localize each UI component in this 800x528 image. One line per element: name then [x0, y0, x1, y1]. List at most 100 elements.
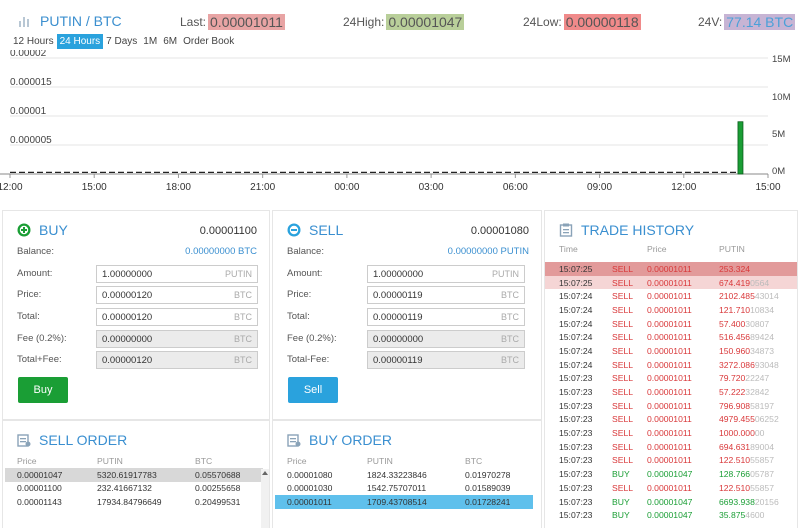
trade-price: 0.00001011	[647, 318, 692, 329]
buy-price-input[interactable]: 0.00000120 BTC	[96, 286, 258, 304]
buy-button[interactable]: Buy	[18, 377, 68, 403]
trade-row[interactable]: 15:07:24 SELL 0.00001011 3272.08693048	[545, 358, 797, 372]
tab-12-hours[interactable]: 12 Hours	[13, 36, 54, 47]
tab-24-hours[interactable]: 24 Hours	[56, 34, 104, 49]
trade-row[interactable]: 15:07:23 SELL 0.00001011 122.51055857	[545, 454, 797, 468]
trade-amount-decimals: 06252	[754, 414, 779, 425]
trade-type: SELL	[612, 387, 634, 398]
trade-amount-decimals: 05787	[750, 469, 774, 480]
trade-row[interactable]: 15:07:24 SELL 0.00001011 121.71010834	[545, 303, 797, 317]
trade-amount: 150.96034873	[719, 345, 774, 356]
trade-row[interactable]: 15:07:23 SELL 0.00001011 796.90858197	[545, 399, 797, 413]
trade-row[interactable]: 15:07:24 SELL 0.00001011 516.45689424	[545, 330, 797, 344]
high-24h-value: 0.00001047	[386, 14, 465, 30]
tab-order-book[interactable]: Order Book	[183, 36, 235, 47]
sell-amount-label: Amount:	[287, 268, 323, 279]
trade-amount-decimals: 20156	[754, 496, 779, 507]
table-row[interactable]: 0.00001011 1709.43708514 0.01728241	[275, 495, 533, 509]
sell-button[interactable]: Sell	[288, 377, 338, 403]
trade-amount: 674.4190564	[719, 277, 770, 288]
trade-type: BUY	[612, 496, 630, 507]
sell-order-table: Price PUTIN BTC 0.00001047 5320.61917783…	[5, 454, 263, 509]
table-row[interactable]: 0.00001080 1824.33223846 0.01970278	[287, 469, 511, 480]
trade-amount-decimals: 58197	[750, 400, 774, 411]
table-row[interactable]: 0.00001047 5320.61917783 0.05570688	[5, 468, 263, 482]
trade-type: SELL	[612, 414, 634, 425]
sell-fee-label: Fee (0.2%):	[287, 333, 337, 344]
trade-price: 0.00001011	[647, 455, 692, 466]
trade-amount: 121.71010834	[719, 304, 774, 315]
trade-time: 15:07:24	[559, 304, 593, 315]
buy-amount-input[interactable]: 1.00000000 PUTIN	[96, 265, 258, 283]
volume-tick-label: 10M	[772, 92, 791, 103]
trade-price: 0.00001047	[647, 510, 693, 521]
trade-row[interactable]: 15:07:23 BUY 0.00001047 6693.93820156	[545, 495, 797, 509]
ledger-icon	[17, 434, 31, 447]
trade-type: SELL	[612, 263, 634, 274]
trade-row[interactable]: 15:07:23 SELL 0.00001011 1000.00000	[545, 426, 797, 440]
tab-1m[interactable]: 1M	[143, 36, 158, 47]
buy-panel: BUY 0.00001100 Balance: 0.00000000 BTC A…	[2, 210, 270, 420]
last-price-value: 0.00001011	[208, 14, 285, 30]
buy-total-fee-field: 0.00000120 BTC	[96, 351, 258, 369]
high-24h: 24High: 0.00001047	[343, 14, 465, 30]
sell-total-input[interactable]: 0.00000119 BTC	[367, 308, 525, 326]
trade-row[interactable]: 15:07:24 SELL 0.00001011 2102.48543014	[545, 289, 797, 303]
trade-row[interactable]: 15:07:23 SELL 0.00001011 79.72022247	[545, 372, 797, 386]
scroll-up-icon[interactable]	[261, 469, 269, 477]
trade-amount-decimals: 22247	[745, 373, 770, 384]
trade-type: SELL	[612, 277, 634, 288]
buy-title: BUY	[17, 222, 68, 238]
volume-tick-label: 5M	[772, 129, 785, 140]
trade-time: 15:07:23	[559, 414, 593, 425]
low-24h-value: 0.00000118	[563, 14, 641, 30]
trade-row[interactable]: 15:07:23 BUY 0.00001047 128.76605787	[545, 467, 797, 481]
x-tick-label: 09:00	[587, 182, 612, 193]
trade-amount-decimals: 10834	[750, 304, 774, 315]
table-row[interactable]: 0.00001143 17934.84796649 0.20499531	[17, 496, 241, 507]
tab-7-days[interactable]: 7 Days	[106, 36, 138, 47]
trade-price: 0.00001047	[647, 469, 693, 480]
trade-row[interactable]: 15:07:25 SELL 0.00001011 674.4190564	[545, 275, 797, 290]
trade-amount-decimals: 00	[754, 428, 765, 439]
trade-row[interactable]: 15:07:23 BUY 0.00001047 35.8754600	[545, 508, 797, 522]
sell-amount-input[interactable]: 1.00000000 PUTIN	[367, 265, 525, 283]
x-tick-label: 21:00	[250, 182, 275, 193]
trade-row[interactable]: 15:07:23 SELL 0.00001011 57.22232842	[545, 385, 797, 399]
history-icon	[559, 223, 573, 237]
trade-row[interactable]: 15:07:24 SELL 0.00001011 150.96034873	[545, 344, 797, 358]
trade-amount: 694.63189004	[719, 441, 774, 452]
trade-history-list: 15:07:25 SELL 0.00001011 253.324 15:07:25 SEL…	[545, 262, 797, 528]
sell-balance-label: Balance:	[287, 246, 324, 257]
buy-total-label: Total:	[17, 311, 40, 322]
buy-order-panel: BUY ORDER Price PUTIN BTC 0.00001080 182…	[272, 420, 542, 528]
sell-price: 0.00001080	[470, 225, 529, 237]
tab-6m[interactable]: 6M	[163, 36, 178, 47]
sell-price-input[interactable]: 0.00000119 BTC	[367, 286, 525, 304]
trade-amount-decimals: 93048	[754, 359, 779, 370]
trade-price: 0.00001011	[647, 441, 692, 452]
x-tick-label: 18:00	[166, 182, 191, 193]
buy-total-input[interactable]: 0.00000120 BTC	[96, 308, 258, 326]
trade-time: 15:07:23	[559, 441, 593, 452]
trade-amount: 122.51055857	[719, 455, 774, 466]
sell-price-label: Price:	[287, 289, 312, 300]
volume-tick-label: 0M	[772, 166, 785, 177]
trade-time: 15:07:24	[559, 359, 593, 370]
trade-row[interactable]: 15:07:24 SELL 0.00001011 57.40030807	[545, 317, 797, 331]
sell-order-title: SELL ORDER	[17, 432, 127, 448]
trade-amount-decimals: 89004	[750, 441, 774, 452]
trade-type: SELL	[612, 332, 634, 343]
sell-total-label: Total:	[287, 311, 310, 322]
trade-time: 15:07:23	[559, 455, 593, 466]
table-row[interactable]: 0.00001030 1542.75707011 0.01589039	[287, 483, 511, 494]
sell-order-scrollbar[interactable]	[261, 469, 269, 528]
sell-total-fee-field: 0.00000119 BTC	[367, 351, 525, 369]
trade-amount: 796.90858197	[719, 400, 774, 411]
trade-row[interactable]: 15:07:23 SELL 0.00001011 4979.45506252	[545, 413, 797, 427]
trade-row[interactable]: 15:07:23 SELL 0.00001011 694.63189004	[545, 440, 797, 454]
pair-title: PUTIN / BTC	[18, 13, 122, 29]
trade-row[interactable]: 15:07:23 SELL 0.00001011 122.51055857	[545, 481, 797, 495]
trade-row[interactable]: 15:07:25 SELL 0.00001011 253.324	[545, 262, 797, 276]
table-row[interactable]: 0.00001100 232.41667132 0.00255658	[17, 483, 241, 494]
